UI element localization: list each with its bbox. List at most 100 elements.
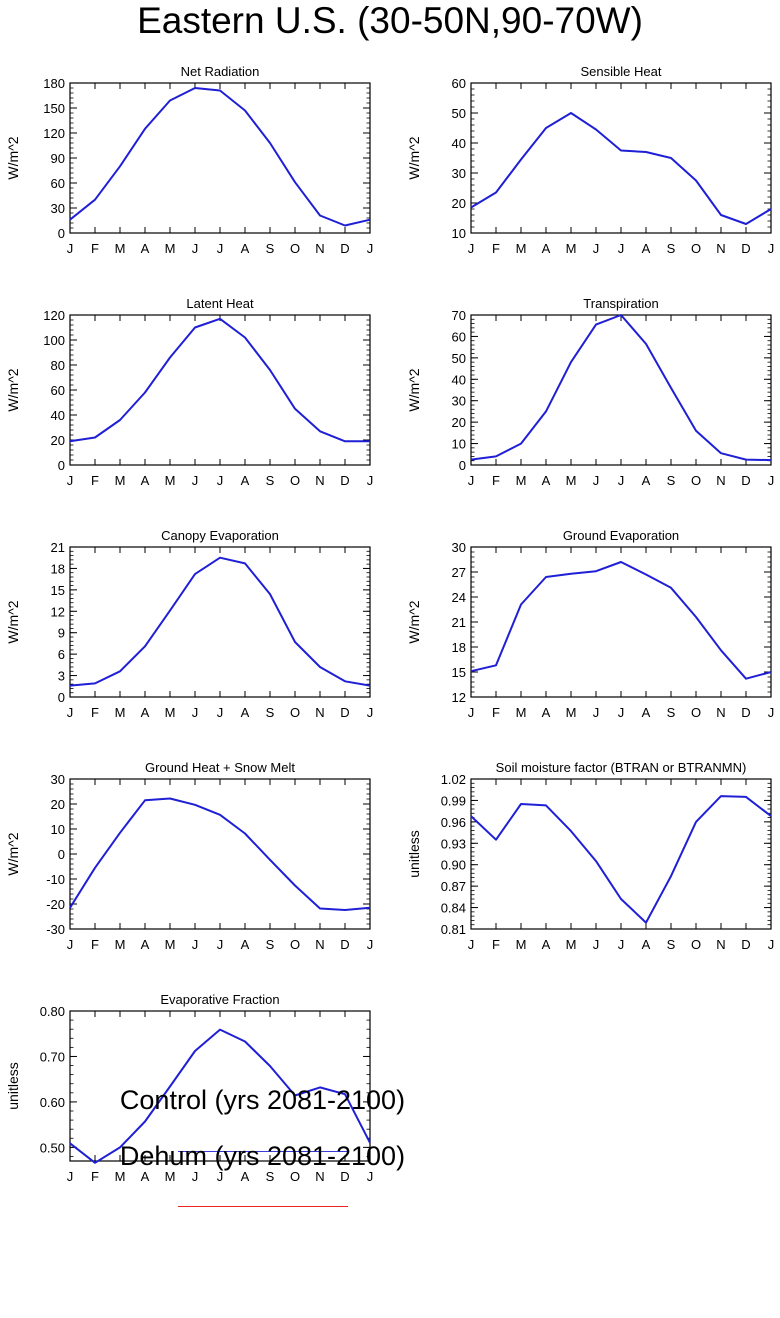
x-tick-label: J (768, 937, 775, 952)
series-line (69, 556, 371, 687)
x-tick-label: J (217, 241, 224, 256)
x-tick-label: J (468, 473, 475, 488)
y-axis-label: W/m^2 (5, 832, 21, 875)
x-tick-label: J (192, 1169, 199, 1184)
page-title: Eastern U.S. (30-50N,90-70W) (137, 0, 643, 41)
series-line (470, 795, 772, 924)
y-tick-label: 0.60 (40, 1095, 65, 1110)
y-tick-label: 3 (58, 669, 65, 684)
y-tick-label: 30 (452, 394, 466, 409)
x-tick-label: F (91, 705, 99, 720)
series-line (69, 797, 371, 911)
x-tick-label: J (192, 473, 199, 488)
x-tick-label: M (115, 705, 126, 720)
plot-frame (69, 82, 371, 234)
x-tick-label: J (618, 937, 625, 952)
x-tick-label: S (667, 473, 676, 488)
x-tick-label: M (165, 937, 176, 952)
series-line (69, 317, 370, 443)
x-tick-label: F (492, 473, 500, 488)
y-tick-label: -20 (46, 897, 65, 912)
y-tick-label: 21 (452, 615, 466, 630)
y-tick-label: 30 (51, 201, 65, 216)
panel-title: Evaporative Fraction (160, 992, 279, 1007)
x-tick-label: F (492, 937, 500, 952)
y-tick-label: 24 (452, 590, 466, 605)
x-tick-label: J (192, 241, 199, 256)
x-tick-label: A (241, 937, 250, 952)
x-tick-label: A (241, 705, 250, 720)
x-tick-label: A (542, 473, 551, 488)
y-tick-label: 15 (51, 583, 65, 598)
y-tick-label: 100 (43, 333, 65, 348)
x-tick-label: A (141, 241, 150, 256)
x-tick-label: D (340, 473, 349, 488)
legend-control-label: Control (yrs 2081-2100) (119, 1085, 406, 1115)
y-tick-label: 20 (452, 196, 466, 211)
x-tick-label: M (516, 473, 527, 488)
x-tick-label: O (290, 705, 300, 720)
y-tick-label: 20 (452, 415, 466, 430)
y-tick-label: 21 (51, 540, 65, 555)
y-tick-label: 6 (58, 647, 65, 662)
x-tick-label: D (340, 1169, 349, 1184)
plot-frame (69, 314, 371, 466)
y-tick-label: 50 (452, 351, 466, 366)
y-tick-label: -30 (46, 922, 65, 937)
y-tick-label: 10 (51, 822, 65, 837)
x-tick-label: N (315, 1169, 324, 1184)
plot-frame (470, 778, 772, 930)
y-tick-label: 30 (452, 540, 466, 555)
x-tick-label: J (67, 241, 74, 256)
x-tick-label: A (241, 473, 250, 488)
x-tick-label: J (593, 241, 600, 256)
y-tick-label: 120 (43, 308, 65, 323)
x-tick-label: A (542, 705, 551, 720)
y-tick-label: 0.81 (441, 922, 466, 937)
y-tick-label: 60 (452, 76, 466, 91)
y-tick-label: 90 (51, 151, 65, 166)
x-tick-label: O (691, 937, 701, 952)
x-tick-label: S (667, 705, 676, 720)
x-tick-label: J (593, 705, 600, 720)
x-tick-label: N (315, 473, 324, 488)
y-tick-label: 0 (58, 690, 65, 705)
x-tick-label: J (593, 473, 600, 488)
x-tick-label: J (768, 241, 775, 256)
x-tick-label: J (67, 1169, 74, 1184)
y-tick-label: 0.80 (40, 1004, 65, 1019)
x-tick-label: D (340, 241, 349, 256)
x-tick-label: J (367, 1169, 374, 1184)
panel-title: Sensible Heat (581, 64, 662, 79)
y-tick-label: 0 (58, 226, 65, 241)
y-tick-label: 60 (51, 383, 65, 398)
x-tick-label: A (642, 705, 651, 720)
y-tick-label: 0 (58, 458, 65, 473)
x-tick-label: J (217, 1169, 224, 1184)
x-tick-label: S (667, 937, 676, 952)
panel-title: Canopy Evaporation (161, 528, 279, 543)
x-tick-label: F (91, 473, 99, 488)
x-tick-label: M (516, 241, 527, 256)
y-axis-label: W/m^2 (406, 600, 422, 643)
x-tick-label: D (741, 473, 750, 488)
y-tick-label: 60 (51, 176, 65, 191)
x-tick-label: S (266, 937, 275, 952)
x-tick-label: F (492, 241, 500, 256)
y-tick-label: 20 (51, 433, 65, 448)
x-tick-label: A (141, 705, 150, 720)
y-tick-label: 60 (452, 329, 466, 344)
y-tick-label: 18 (452, 640, 466, 655)
x-tick-label: J (618, 473, 625, 488)
y-tick-label: 9 (58, 626, 65, 641)
x-tick-label: D (340, 937, 349, 952)
y-axis-label: W/m^2 (406, 368, 422, 411)
x-tick-label: N (716, 705, 725, 720)
x-tick-label: M (566, 705, 577, 720)
plot-frame (470, 82, 772, 234)
